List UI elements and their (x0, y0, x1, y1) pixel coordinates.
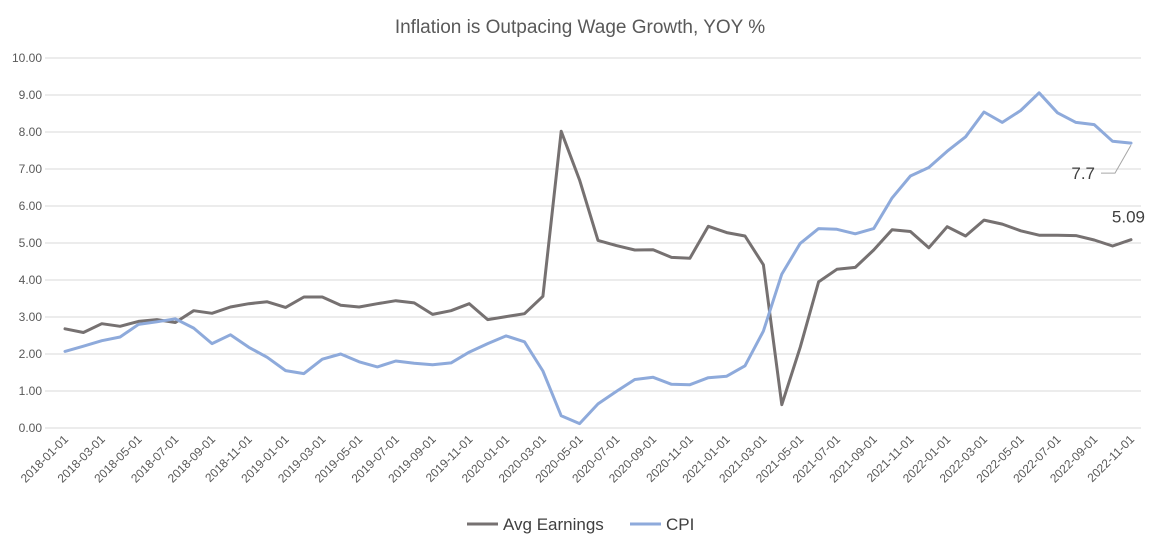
chart-title: Inflation is Outpacing Wage Growth, YOY … (395, 17, 765, 38)
series-line-cpi (63, 91, 1133, 426)
y-tick-label: 10.00 (12, 51, 42, 65)
y-tick-label: 4.00 (19, 273, 43, 287)
series-lines (63, 91, 1133, 426)
x-axis-ticks: 2018-01-012018-03-012018-05-012018-07-01… (18, 432, 1138, 486)
y-tick-label: 5.00 (19, 236, 43, 250)
legend: Avg Earnings CPI (467, 515, 694, 534)
y-tick-label: 1.00 (19, 384, 43, 398)
gridlines (45, 57, 1141, 429)
y-tick-label: 0.00 (19, 421, 43, 435)
y-tick-label: 8.00 (19, 125, 43, 139)
y-axis-ticks: 0.00 1.00 2.00 3.00 4.00 5.00 6.00 7.00 8.00 9.00… (12, 51, 42, 435)
legend-label: CPI (666, 515, 694, 534)
annotation-leader-line (1101, 144, 1132, 174)
cpi-value-label: 7.7 (1071, 164, 1095, 183)
avg-earnings-value-label: 5.09 (1112, 208, 1145, 227)
legend-label: Avg Earnings (503, 515, 604, 534)
y-tick-label: 2.00 (19, 347, 43, 361)
annotations: 7.7 5.09 (1071, 144, 1145, 227)
series-line-avg-earnings (63, 129, 1133, 407)
y-tick-label: 3.00 (19, 310, 43, 324)
y-tick-label: 9.00 (19, 88, 43, 102)
y-tick-label: 6.00 (19, 199, 43, 213)
y-tick-label: 7.00 (19, 162, 43, 176)
